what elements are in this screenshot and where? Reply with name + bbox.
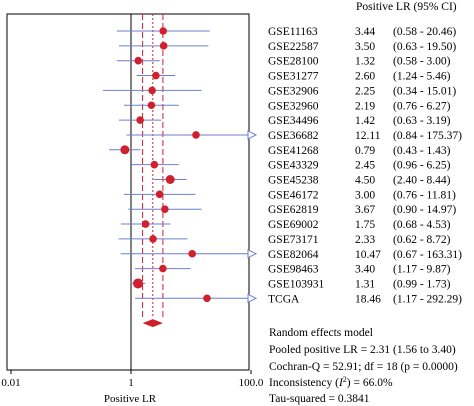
point-GSE62819 [161,205,169,213]
study-lr-GSE103931: 1.31 [355,278,375,290]
study-name-TCGA: TCGA [268,293,300,305]
x-tick-label-0: 0.01 [1,377,20,389]
chart-marks: GSE11163 3.44 (0.58 - 20.46) GSE22587 3.50 (0… [10,14,462,374]
inconsistency-sup: 2 [343,375,347,384]
x-tick-label-2: 100.0 [239,377,264,389]
point-GSE82064 [188,249,196,258]
study-lr-TCGA: 18.46 [355,293,381,305]
study-name-GSE28100: GSE28100 [268,56,319,68]
summary-model: Random effects model [269,327,373,339]
study-name-GSE62819: GSE62819 [268,204,319,216]
study-lr-GSE22587: 3.50 [355,41,375,53]
study-name-GSE45238: GSE45238 [268,175,319,187]
study-name-GSE31277: GSE31277 [268,71,319,83]
point-GSE45238 [165,175,175,184]
study-name-GSE36682: GSE36682 [268,130,319,142]
study-ci-GSE98463: (1.17 - 9.87) [393,264,451,276]
study-ci-GSE45238: (2.40 - 8.44) [393,175,451,187]
point-GSE43329 [150,160,159,169]
ci-arrow-GSE82064 [247,248,258,259]
study-ci-GSE103931: (0.99 - 1.73) [393,278,451,290]
study-lr-GSE98463: 3.40 [355,264,375,276]
study-ci-GSE36682: (0.84 - 175.37) [393,130,462,142]
study-lr-GSE41268: 0.79 [355,145,375,157]
study-name-GSE11163: GSE11163 [268,26,318,38]
inconsistency-prefix: Inconsistency ( [269,377,339,389]
study-name-GSE73171: GSE73171 [268,234,319,246]
study-lr-GSE31277: 2.60 [355,71,375,83]
point-TCGA [203,294,211,303]
study-ci-GSE28100: (0.58 - 3.00) [393,56,451,68]
summary-cochran: Cochran-Q = 52.91; df = 18 (p = 0.0000) [269,361,458,373]
study-lr-GSE82064: 10.47 [355,249,381,261]
study-lr-GSE43329: 2.45 [355,160,375,172]
study-lr-GSE28100: 1.32 [355,56,375,68]
study-ci-GSE34496: (0.63 - 3.19) [393,115,451,127]
point-GSE31277 [152,71,160,80]
study-ci-GSE62819: (0.90 - 14.97) [393,204,456,216]
study-ci-GSE41268: (0.43 - 1.43) [393,145,451,157]
study-lr-GSE62819: 3.67 [355,204,375,216]
study-name-GSE22587: GSE22587 [268,41,319,53]
study-lr-GSE11163: 3.44 [355,26,375,38]
pooled-diamond [142,319,163,328]
ci-arrow-GSE36682 [247,130,258,140]
point-GSE32960 [147,101,156,110]
study-lr-GSE34496: 1.42 [355,115,375,127]
point-GSE28100 [134,56,143,65]
point-GSE73171 [149,235,157,243]
study-name-GSE103931: GSE103931 [268,278,324,290]
study-lr-GSE32906: 2.25 [355,85,375,97]
study-ci-GSE22587: (0.63 - 19.50) [393,41,456,53]
ci-arrow-TCGA [247,293,258,304]
point-GSE98463 [159,264,167,273]
x-tick-label-1: 1 [128,377,134,389]
study-name-GSE32906: GSE32906 [268,85,319,97]
summary-inconsistency: Inconsistency (I2) = 66.0% [269,375,393,390]
summary-tau: Tau-squared = 0.3841 [269,393,370,405]
inconsistency-i: I [338,377,344,389]
study-name-GSE34496: GSE34496 [268,115,319,127]
study-ci-GSE73171: (0.62 - 8.72) [393,234,451,246]
study-ci-GSE46172: (0.76 - 11.81) [393,189,456,201]
study-ci-GSE11163: (0.58 - 20.46) [393,26,456,38]
study-lr-GSE73171: 2.33 [355,234,375,246]
study-ci-GSE32906: (0.34 - 15.01) [393,85,456,97]
point-GSE36682 [192,131,200,139]
study-lr-GSE36682: 12.11 [355,130,381,142]
inconsistency-suffix: ) = 66.0% [347,377,393,389]
study-lr-GSE45238: 4.50 [355,175,375,187]
study-name-GSE46172: GSE46172 [268,189,319,201]
point-GSE11163 [159,27,167,35]
point-GSE41268 [120,145,130,155]
plot-frame [6,13,250,371]
study-name-GSE41268: GSE41268 [268,145,319,157]
study-name-GSE69002: GSE69002 [268,219,319,231]
point-GSE46172 [155,190,164,199]
study-ci-TCGA: (1.17 - 292.29) [393,293,462,305]
study-ci-GSE82064: (0.67 - 163.31) [393,249,462,261]
x-axis-label: Positive LR [104,393,157,405]
column-header: Positive LR (95% CI) [356,1,457,13]
study-lr-GSE46172: 3.00 [355,189,375,201]
study-name-GSE32960: GSE32960 [268,100,319,112]
study-name-GSE43329: GSE43329 [268,160,319,172]
study-ci-GSE32960: (0.76 - 6.27) [393,100,451,112]
study-lr-GSE32960: 2.19 [355,100,375,112]
point-GSE103931 [133,278,144,289]
point-GSE32906 [148,86,156,95]
summary-pooled: Pooled positive LR = 2.31 (1.56 to 3.40) [269,344,456,356]
study-ci-GSE31277: (1.24 - 5.46) [393,71,451,83]
study-name-GSE82064: GSE82064 [268,249,319,261]
study-name-GSE98463: GSE98463 [268,264,319,276]
study-lr-GSE69002: 1.75 [355,219,375,231]
point-GSE34496 [136,116,144,124]
point-GSE22587 [159,42,168,50]
study-ci-GSE43329: (0.96 - 6.25) [393,160,451,172]
point-GSE69002 [141,220,150,228]
study-ci-GSE69002: (0.68 - 4.53) [393,219,451,231]
